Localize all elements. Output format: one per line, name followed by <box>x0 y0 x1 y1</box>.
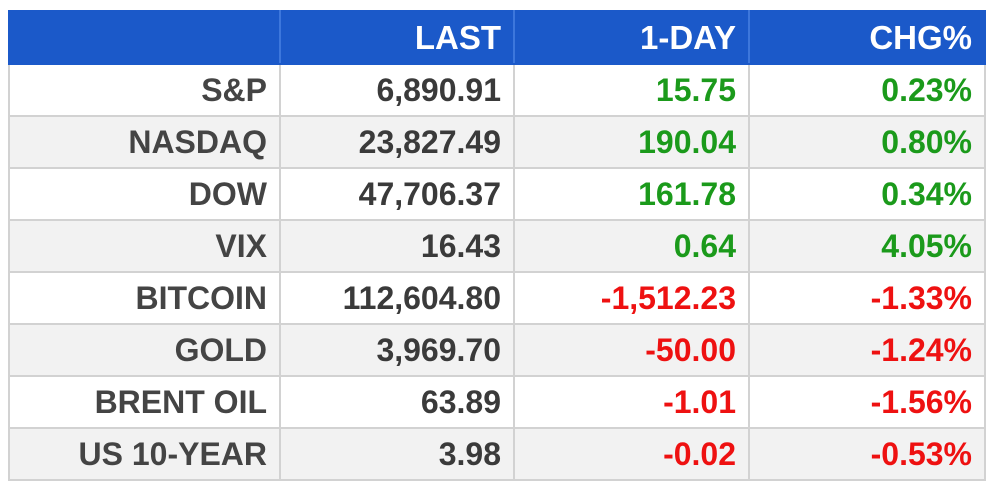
pct-change: -1.33% <box>748 271 986 325</box>
header-row: LAST 1-DAY CHG% <box>8 10 986 65</box>
table-row: VIX 16.43 0.64 4.05% <box>8 219 986 273</box>
day-change: -1,512.23 <box>513 271 750 325</box>
last-value: 112,604.80 <box>279 271 515 325</box>
last-value: 6,890.91 <box>279 63 515 117</box>
market-summary-panel: LAST 1-DAY CHG% S&P 6,890.91 15.75 0.23%… <box>8 10 986 481</box>
day-change: -1.01 <box>513 375 750 429</box>
instrument-name: VIX <box>8 219 281 273</box>
instrument-name: BITCOIN <box>8 271 281 325</box>
pct-change: -1.24% <box>748 323 986 377</box>
table-row: BITCOIN 112,604.80 -1,512.23 -1.33% <box>8 271 986 325</box>
instrument-name: S&P <box>8 63 281 117</box>
header-1-day: 1-DAY <box>513 10 750 65</box>
table-row: US 10-YEAR 3.98 -0.02 -0.53% <box>8 427 986 481</box>
table-row: GOLD 3,969.70 -50.00 -1.24% <box>8 323 986 377</box>
last-value: 3,969.70 <box>279 323 515 377</box>
instrument-name: BRENT OIL <box>8 375 281 429</box>
day-change: -50.00 <box>513 323 750 377</box>
day-change: -0.02 <box>513 427 750 481</box>
instrument-name: US 10-YEAR <box>8 427 281 481</box>
table-row: BRENT OIL 63.89 -1.01 -1.56% <box>8 375 986 429</box>
day-change: 161.78 <box>513 167 750 221</box>
table-header: LAST 1-DAY CHG% <box>8 10 986 65</box>
day-change: 15.75 <box>513 63 750 117</box>
day-change: 190.04 <box>513 115 750 169</box>
pct-change: -0.53% <box>748 427 986 481</box>
last-value: 23,827.49 <box>279 115 515 169</box>
last-value: 63.89 <box>279 375 515 429</box>
last-value: 3.98 <box>279 427 515 481</box>
header-corner <box>8 10 281 65</box>
header-chg-pct: CHG% <box>748 10 986 65</box>
table-row: S&P 6,890.91 15.75 0.23% <box>8 63 986 117</box>
pct-change: -1.56% <box>748 375 986 429</box>
pct-change: 0.34% <box>748 167 986 221</box>
table-row: NASDAQ 23,827.49 190.04 0.80% <box>8 115 986 169</box>
pct-change: 4.05% <box>748 219 986 273</box>
instrument-name: DOW <box>8 167 281 221</box>
table-body: S&P 6,890.91 15.75 0.23% NASDAQ 23,827.4… <box>8 63 986 481</box>
last-value: 47,706.37 <box>279 167 515 221</box>
instrument-name: GOLD <box>8 323 281 377</box>
day-change: 0.64 <box>513 219 750 273</box>
header-last: LAST <box>279 10 515 65</box>
pct-change: 0.80% <box>748 115 986 169</box>
last-value: 16.43 <box>279 219 515 273</box>
pct-change: 0.23% <box>748 63 986 117</box>
table-row: DOW 47,706.37 161.78 0.34% <box>8 167 986 221</box>
instrument-name: NASDAQ <box>8 115 281 169</box>
market-table: LAST 1-DAY CHG% S&P 6,890.91 15.75 0.23%… <box>8 10 986 481</box>
